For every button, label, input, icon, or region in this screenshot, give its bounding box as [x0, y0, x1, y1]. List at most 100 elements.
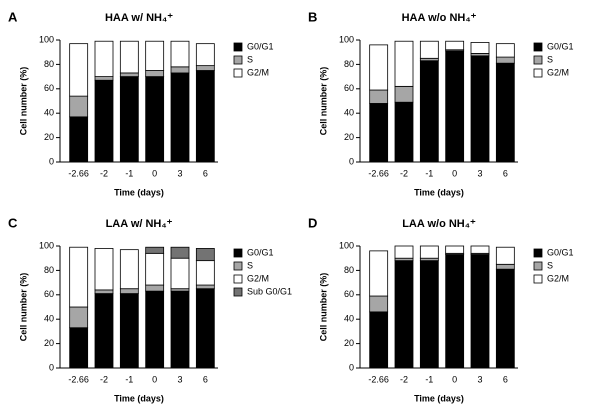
x-tick-label: -2 [100, 168, 108, 178]
legend-label: S [547, 260, 553, 270]
y-tick-label: 0 [49, 156, 54, 166]
bar-segment [195, 288, 215, 369]
bar-segment [145, 246, 165, 254]
y-axis-label: Cell number (%) [18, 273, 28, 342]
x-tick-label: -2 [400, 168, 408, 178]
bar-segment [69, 116, 89, 163]
y-tick-label: 80 [44, 265, 54, 275]
legend-label: G0/G1 [547, 247, 574, 257]
bar-segment [145, 290, 165, 369]
x-tick-label: -2 [100, 374, 108, 384]
bar-segment [170, 257, 190, 290]
x-tick-label: 6 [503, 168, 508, 178]
panel-title: LAA w/ NH₄⁺ [106, 218, 173, 230]
bar-segment [419, 245, 439, 259]
y-tick-label: 100 [39, 240, 54, 250]
bar-segment [394, 245, 414, 259]
y-tick-label: 0 [349, 362, 354, 372]
bar-segment [394, 260, 414, 369]
x-tick-label: -2.66 [68, 374, 89, 384]
panel-label: B [308, 9, 317, 24]
legend-label: G2/M [247, 273, 269, 283]
bar-segment [445, 245, 465, 254]
y-tick-label: 100 [39, 34, 54, 44]
panel-title: HAA w/o NH₄⁺ [402, 12, 477, 24]
x-axis-label: Time (days) [414, 187, 464, 197]
bar-segment [145, 40, 165, 71]
bar-segment [69, 43, 89, 97]
y-tick-label: 60 [344, 83, 354, 93]
panel-label: D [308, 215, 317, 230]
legend-label: G2/M [547, 273, 569, 283]
legend-label: S [247, 54, 253, 64]
bar-segment [94, 79, 114, 163]
bar-segment [369, 250, 389, 297]
bar-segment [170, 40, 190, 68]
y-tick-label: 40 [44, 108, 54, 118]
x-tick-label: 3 [477, 168, 482, 178]
bar-segment [495, 263, 515, 270]
y-tick-label: 20 [344, 132, 354, 142]
x-tick-label: 6 [503, 374, 508, 384]
y-tick-label: 20 [44, 132, 54, 142]
legend-swatch [233, 261, 243, 271]
x-tick-label: -1 [425, 374, 433, 384]
bar-segment [145, 252, 165, 286]
bar-segment [94, 248, 114, 291]
bar-segment [369, 311, 389, 369]
bar-segment [145, 76, 165, 163]
y-tick-label: 80 [344, 265, 354, 275]
bar-segment [195, 260, 215, 286]
y-tick-label: 20 [44, 338, 54, 348]
bar-segment [170, 66, 190, 74]
x-tick-label: 3 [177, 374, 182, 384]
bar-segment [495, 268, 515, 369]
y-tick-label: 100 [339, 240, 354, 250]
bar-segment [145, 70, 165, 77]
x-tick-label: -1 [425, 168, 433, 178]
legend-swatch [233, 248, 243, 258]
x-tick-label: 0 [452, 374, 457, 384]
bar-segment [394, 101, 414, 163]
legend-swatch [533, 248, 543, 258]
legend-label: G0/G1 [247, 41, 274, 51]
x-tick-label: -2.66 [68, 168, 89, 178]
bar-segment [369, 103, 389, 163]
x-axis-label: Time (days) [414, 393, 464, 403]
x-tick-label: 6 [203, 168, 208, 178]
bar-segment [470, 55, 490, 163]
bar-segment [195, 248, 215, 262]
x-axis-label: Time (days) [114, 393, 164, 403]
bar-segment [69, 327, 89, 369]
bar-segment [119, 249, 139, 290]
y-tick-label: 40 [344, 108, 354, 118]
bar-segment [69, 246, 89, 308]
legend-swatch [533, 68, 543, 78]
legend-label: S [547, 54, 553, 64]
y-tick-label: 60 [44, 83, 54, 93]
x-tick-label: 6 [203, 374, 208, 384]
legend-swatch [233, 42, 243, 52]
legend-swatch [533, 55, 543, 65]
bar-segment [195, 43, 215, 67]
y-tick-label: 40 [344, 314, 354, 324]
bar-segment [170, 290, 190, 369]
y-axis-label: Cell number (%) [18, 67, 28, 136]
panel-label: C [8, 215, 18, 230]
bar-segment [445, 50, 465, 163]
bar-segment [119, 72, 139, 78]
bar-segment [119, 40, 139, 74]
bar-segment [94, 76, 114, 81]
y-tick-label: 0 [349, 156, 354, 166]
legend-label: G2/M [247, 67, 269, 77]
bar-segment [369, 44, 389, 91]
y-tick-label: 0 [49, 362, 54, 372]
panel-title: LAA w/o NH₄⁺ [402, 218, 476, 230]
x-tick-label: -2 [400, 374, 408, 384]
x-tick-label: 0 [152, 374, 157, 384]
x-tick-label: 3 [477, 374, 482, 384]
y-tick-label: 20 [344, 338, 354, 348]
bar-segment [445, 40, 465, 51]
panel-title: HAA w/ NH₄⁺ [105, 12, 173, 24]
